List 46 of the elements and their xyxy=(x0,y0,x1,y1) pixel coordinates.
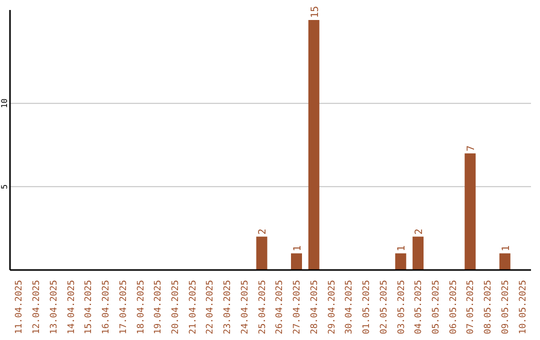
x-tick-label: 10.05.2025 xyxy=(518,280,528,334)
bar xyxy=(412,236,424,270)
x-tick-label: 18.04.2025 xyxy=(136,280,146,334)
bar xyxy=(499,253,510,270)
x-tick-label: 20.04.2025 xyxy=(170,280,181,334)
data-label: 2 xyxy=(258,228,269,235)
y-tick-label: 5 xyxy=(0,184,9,190)
y-tick-label: 10 xyxy=(0,98,9,108)
x-tick-label: 30.04.2025 xyxy=(344,280,355,334)
bar xyxy=(290,253,302,270)
bar xyxy=(256,236,268,270)
x-tick-label: 03.05.2025 xyxy=(396,280,407,334)
x-tick-label: 01.05.2025 xyxy=(362,280,372,334)
data-label: 1 xyxy=(292,245,304,252)
data-label: 1 xyxy=(396,245,408,252)
x-tick-label: 24.04.2025 xyxy=(240,280,250,334)
x-tick-label: 17.04.2025 xyxy=(118,280,129,334)
x-tick-label: 11.04.2025 xyxy=(14,280,25,334)
x-tick-label: 19.04.2025 xyxy=(154,280,164,334)
bar xyxy=(308,20,320,270)
bar xyxy=(464,153,476,270)
x-tick-label: 28.04.2025 xyxy=(310,280,320,334)
data-label: 7 xyxy=(466,145,478,152)
x-tick-label: 26.04.2025 xyxy=(275,280,286,334)
x-tick-label: 12.04.2025 xyxy=(32,280,42,334)
x-tick-label: 27.04.2025 xyxy=(292,280,303,334)
x-tick-label: 07.05.2025 xyxy=(466,280,476,334)
x-tick-label: 29.04.2025 xyxy=(327,280,338,334)
data-label: 2 xyxy=(414,228,426,235)
data-label: 15 xyxy=(310,6,321,18)
bar xyxy=(395,253,406,270)
x-tick-label: 23.04.2025 xyxy=(223,280,234,334)
x-tick-label: 09.05.2025 xyxy=(500,280,511,334)
x-tick-label: 14.04.2025 xyxy=(66,280,77,334)
x-tick-label: 15.04.2025 xyxy=(84,280,94,334)
x-tick-label: 25.04.2025 xyxy=(258,280,268,334)
x-tick-label: 21.04.2025 xyxy=(188,280,198,334)
x-tick-label: 04.05.2025 xyxy=(414,280,424,334)
x-tick-label: 16.04.2025 xyxy=(102,280,112,334)
x-tick-label: 06.05.2025 xyxy=(448,280,459,334)
data-label: 1 xyxy=(500,245,512,252)
x-tick-label: 02.05.2025 xyxy=(379,280,390,334)
x-tick-label: 13.04.2025 xyxy=(49,280,60,334)
x-tick-label: 22.04.2025 xyxy=(206,280,216,334)
x-tick-label: 08.05.2025 xyxy=(484,280,494,334)
x-tick-label: 05.05.2025 xyxy=(431,280,442,334)
